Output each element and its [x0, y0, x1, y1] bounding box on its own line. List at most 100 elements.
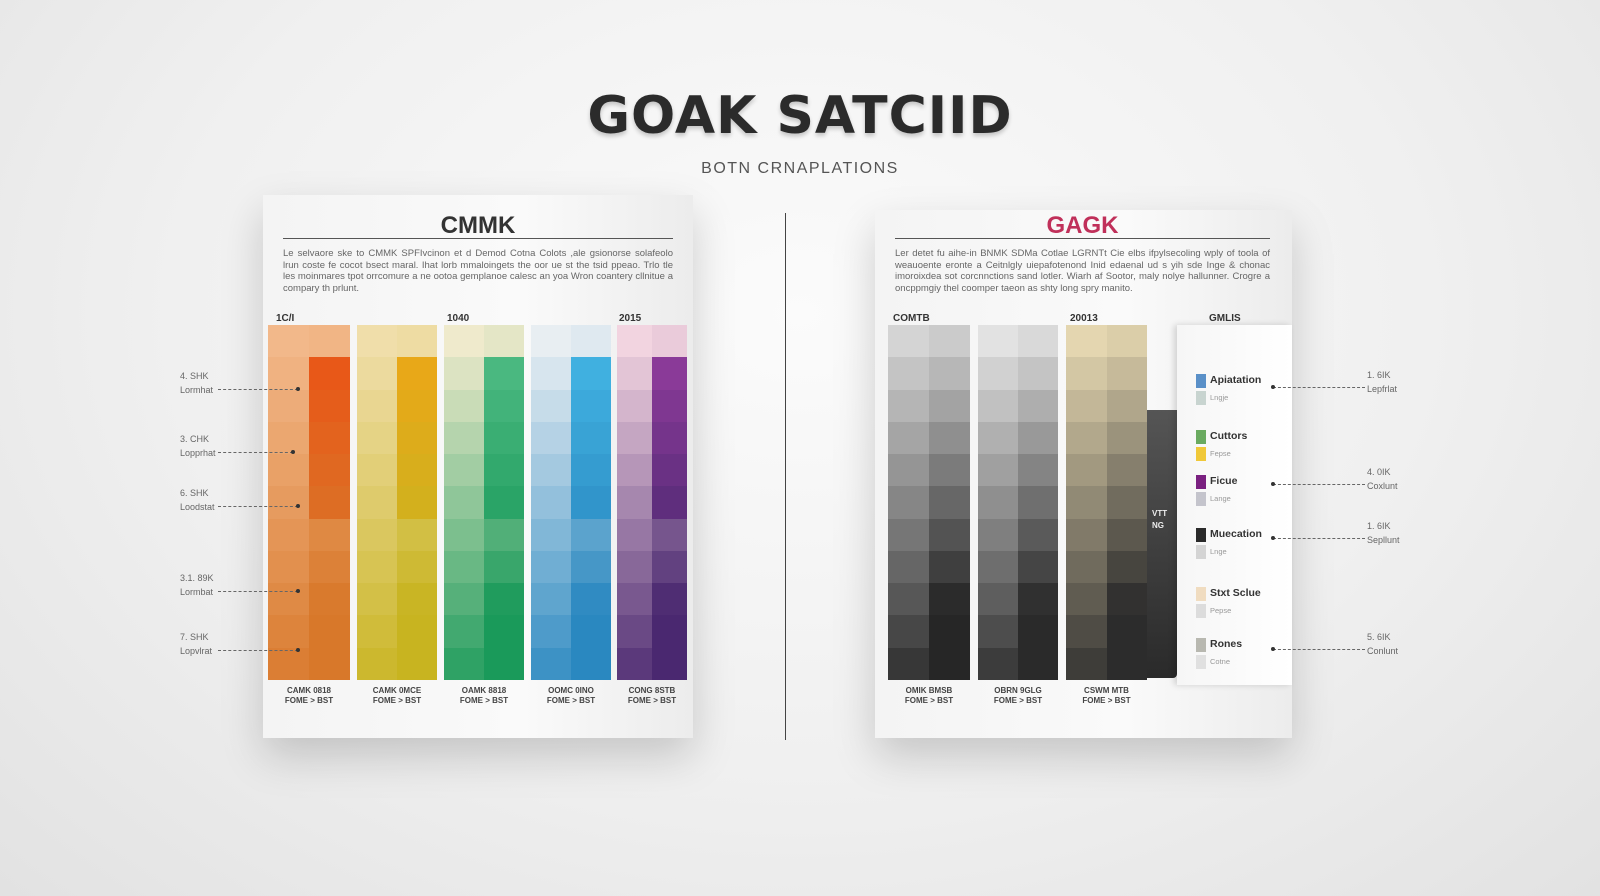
- annotation: 1. 6IK Sepllunt: [1367, 519, 1400, 547]
- swatch: [978, 486, 1018, 519]
- swatch: [531, 454, 571, 487]
- swatch: [1018, 486, 1058, 519]
- swatch-subcolumn: [571, 325, 611, 680]
- swatch: [268, 325, 309, 358]
- swatch-subcolumn: [268, 325, 309, 680]
- swatch: [929, 647, 970, 680]
- column-label-line: FOME > BST: [372, 696, 422, 705]
- swatch: [531, 518, 571, 551]
- swatch: [888, 421, 929, 455]
- legend-swatch: [1196, 374, 1206, 388]
- column-label: OOMC 0INO FOME > BST: [531, 686, 611, 706]
- column-label-line: FOME > BST: [904, 696, 954, 705]
- swatch: [444, 389, 484, 422]
- swatch: [444, 550, 484, 584]
- swatch: [652, 647, 687, 680]
- column-label: OMIK BMSB FOME > BST: [888, 686, 970, 706]
- swatch: [1018, 615, 1058, 648]
- swatch: [397, 454, 437, 487]
- legend-name: Muecation: [1210, 528, 1262, 540]
- swatch: [652, 583, 687, 616]
- swatch: [978, 647, 1018, 680]
- swatch: [484, 550, 524, 584]
- annotation-value: 4. 0IK: [1367, 467, 1391, 477]
- swatch: [929, 357, 970, 390]
- column-label-line: FOME > BST: [1082, 696, 1131, 705]
- swatch-subcolumn: [531, 325, 571, 680]
- swatch: [397, 615, 437, 648]
- swatch: [531, 421, 571, 455]
- swatch: [571, 583, 611, 616]
- legend-name: Stxt Sclue: [1210, 587, 1261, 599]
- swatch: [357, 421, 397, 455]
- swatch: [309, 454, 350, 487]
- column-label-line: OMIK BMSB: [905, 686, 953, 695]
- swatch-column: [357, 325, 437, 680]
- swatch: [652, 389, 687, 422]
- swatch: [1106, 583, 1147, 616]
- column-label: CAMK 0MCE FOME > BST: [357, 686, 437, 706]
- swatch: [484, 615, 524, 648]
- swatch: [978, 357, 1018, 390]
- swatch: [888, 389, 929, 422]
- annotation: 4. 0IK Coxlunt: [1367, 465, 1398, 493]
- swatch: [444, 518, 484, 551]
- swatch: [1018, 647, 1058, 680]
- legend-swatch: [1196, 655, 1206, 669]
- swatch: [978, 550, 1018, 584]
- leader-line: [1271, 482, 1365, 486]
- swatch: [888, 583, 929, 616]
- leader-line: [1271, 385, 1365, 389]
- swatch: [1066, 647, 1107, 680]
- swatch: [1018, 389, 1058, 422]
- swatch-subcolumn: [888, 325, 929, 680]
- swatch: [1106, 357, 1147, 390]
- swatch: [531, 486, 571, 519]
- annotation-label: Lopvlrat: [180, 646, 213, 656]
- swatch: [978, 421, 1018, 455]
- swatch-column: [531, 325, 611, 680]
- swatch-subcolumn: [978, 325, 1018, 680]
- annotation: 3.1. 89K Lormbat: [180, 571, 214, 599]
- swatch: [929, 486, 970, 519]
- column-label-line: FOME > BST: [284, 696, 334, 705]
- swatch-subcolumn: [444, 325, 484, 680]
- swatch: [309, 583, 350, 616]
- legend-swatch: [1196, 391, 1206, 405]
- legend-name: Apiatation: [1210, 374, 1262, 386]
- side-strip-text: VTT NG: [1152, 508, 1167, 532]
- column-label: OBRN 9GLG FOME > BST: [978, 686, 1058, 706]
- swatch: [444, 647, 484, 680]
- annotation-label: Conlunt: [1367, 646, 1399, 656]
- column-label-line: CAMK 0818: [286, 686, 331, 695]
- swatch: [397, 550, 437, 584]
- swatch-column: [268, 325, 350, 680]
- swatch: [397, 421, 437, 455]
- swatch: [571, 486, 611, 519]
- swatch: [1106, 615, 1147, 648]
- swatch: [309, 615, 350, 648]
- legend-swatch: [1196, 604, 1206, 618]
- swatch: [978, 583, 1018, 616]
- swatch: [309, 389, 350, 422]
- annotation: 3. CHK Lopprhat: [180, 432, 216, 460]
- swatch: [268, 357, 309, 390]
- swatch: [1066, 486, 1107, 519]
- legend-swatch: [1196, 528, 1206, 542]
- swatch: [484, 389, 524, 422]
- swatch-subcolumn: [397, 325, 437, 680]
- swatch: [1106, 518, 1147, 551]
- leader-line: [1271, 536, 1365, 540]
- swatch: [617, 454, 652, 487]
- leader-line: [218, 450, 295, 454]
- swatch: [1066, 615, 1107, 648]
- swatch-subcolumn: [484, 325, 524, 680]
- swatch: [929, 389, 970, 422]
- swatch: [1066, 583, 1107, 616]
- swatch-column: [978, 325, 1058, 680]
- swatch: [484, 647, 524, 680]
- side-strip-line: VTT: [1152, 509, 1168, 518]
- swatch: [531, 357, 571, 390]
- swatch-column: [617, 325, 687, 680]
- swatch: [484, 357, 524, 390]
